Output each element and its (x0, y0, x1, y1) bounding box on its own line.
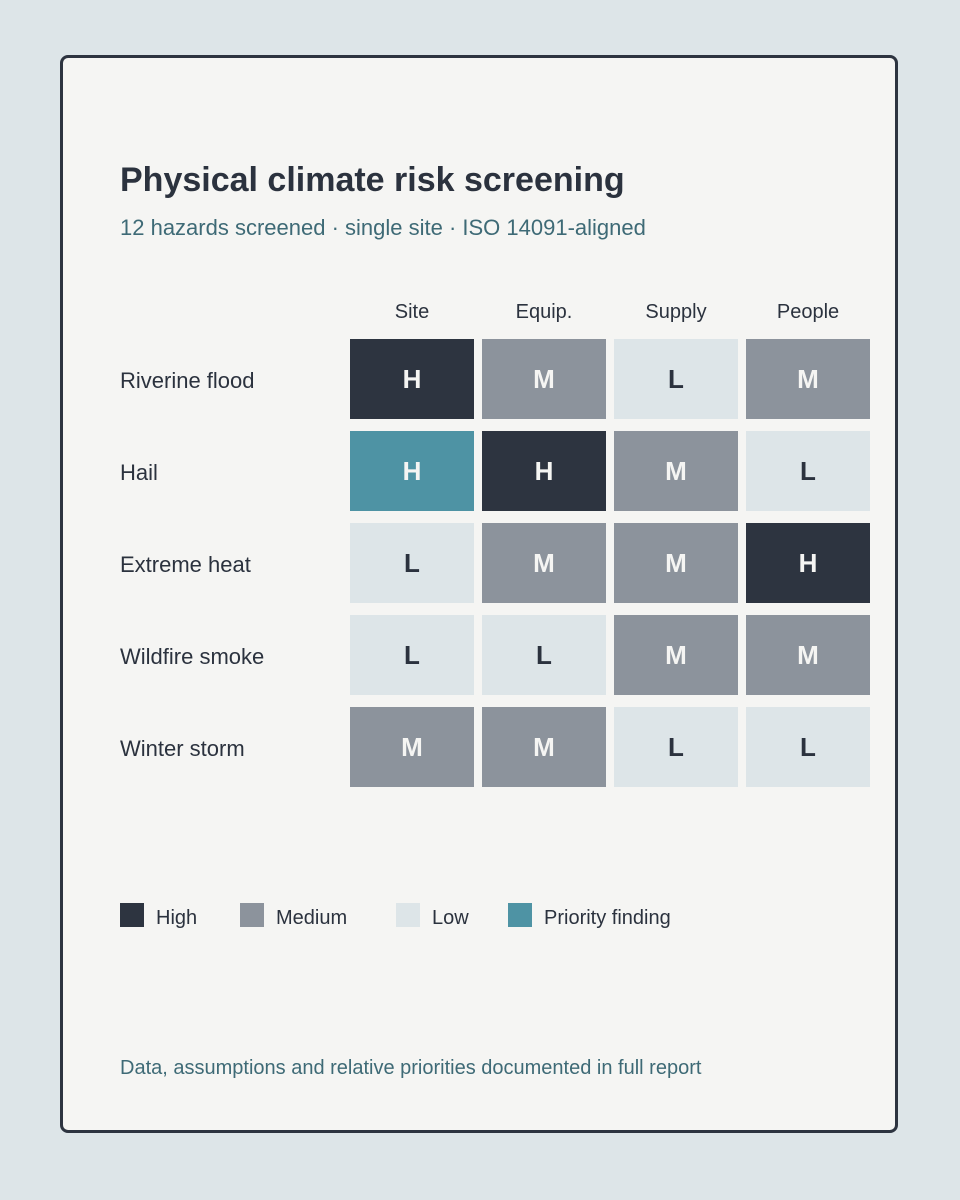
heatmap-cell: M (614, 615, 738, 695)
column-header: Equip. (515, 301, 573, 323)
column-header: Site (394, 301, 430, 323)
column-header: People (776, 301, 840, 323)
heatmap-cell: L (350, 523, 474, 603)
legend-item-medium: Medium (240, 903, 348, 929)
heatmap-cell: L (482, 615, 606, 695)
legend-swatch (120, 903, 144, 927)
heatmap-cell: H (350, 339, 474, 419)
heatmap-cell: L (746, 707, 870, 787)
legend-item-high: High (120, 903, 198, 929)
heatmap-cell: M (614, 523, 738, 603)
heatmap-cell: L (614, 339, 738, 419)
footnote: Data, assumptions and relative prioritie… (120, 1057, 702, 1079)
heatmap-cell: M (482, 339, 606, 419)
row-label: Riverine flood (120, 368, 255, 393)
page-title: Physical climate risk screening (120, 161, 625, 199)
legend-label: Low (432, 907, 469, 929)
legend-item-priority: Priority finding (508, 903, 671, 929)
row-label: Extreme heat (120, 552, 251, 577)
legend-swatch (396, 903, 420, 927)
heatmap-cell: M (746, 339, 870, 419)
column-header: Supply (645, 301, 707, 323)
page-subtitle: 12 hazards screened · single site · ISO … (120, 215, 646, 240)
legend-label: High (156, 907, 198, 929)
legend-swatch (240, 903, 264, 927)
legend-label: Medium (276, 907, 348, 929)
row-label: Wildfire smoke (120, 644, 265, 669)
heatmap-cell: L (746, 431, 870, 511)
row-label: Hail (120, 460, 158, 485)
row-label: Winter storm (120, 736, 245, 761)
legend-swatch (508, 903, 532, 927)
heatmap-cell: H (482, 431, 606, 511)
heatmap-cell: H (746, 523, 870, 603)
heatmap-cell: M (482, 523, 606, 603)
legend-item-low: Low (396, 903, 469, 929)
heatmap-cell: L (614, 707, 738, 787)
heatmap-cell: M (614, 431, 738, 511)
heatmap-cell: H (350, 431, 474, 511)
heatmap-cell: M (350, 707, 474, 787)
heatmap-cell: M (482, 707, 606, 787)
legend-label: Priority finding (544, 907, 671, 929)
heatmap-cell: M (746, 615, 870, 695)
heatmap-cell: L (350, 615, 474, 695)
